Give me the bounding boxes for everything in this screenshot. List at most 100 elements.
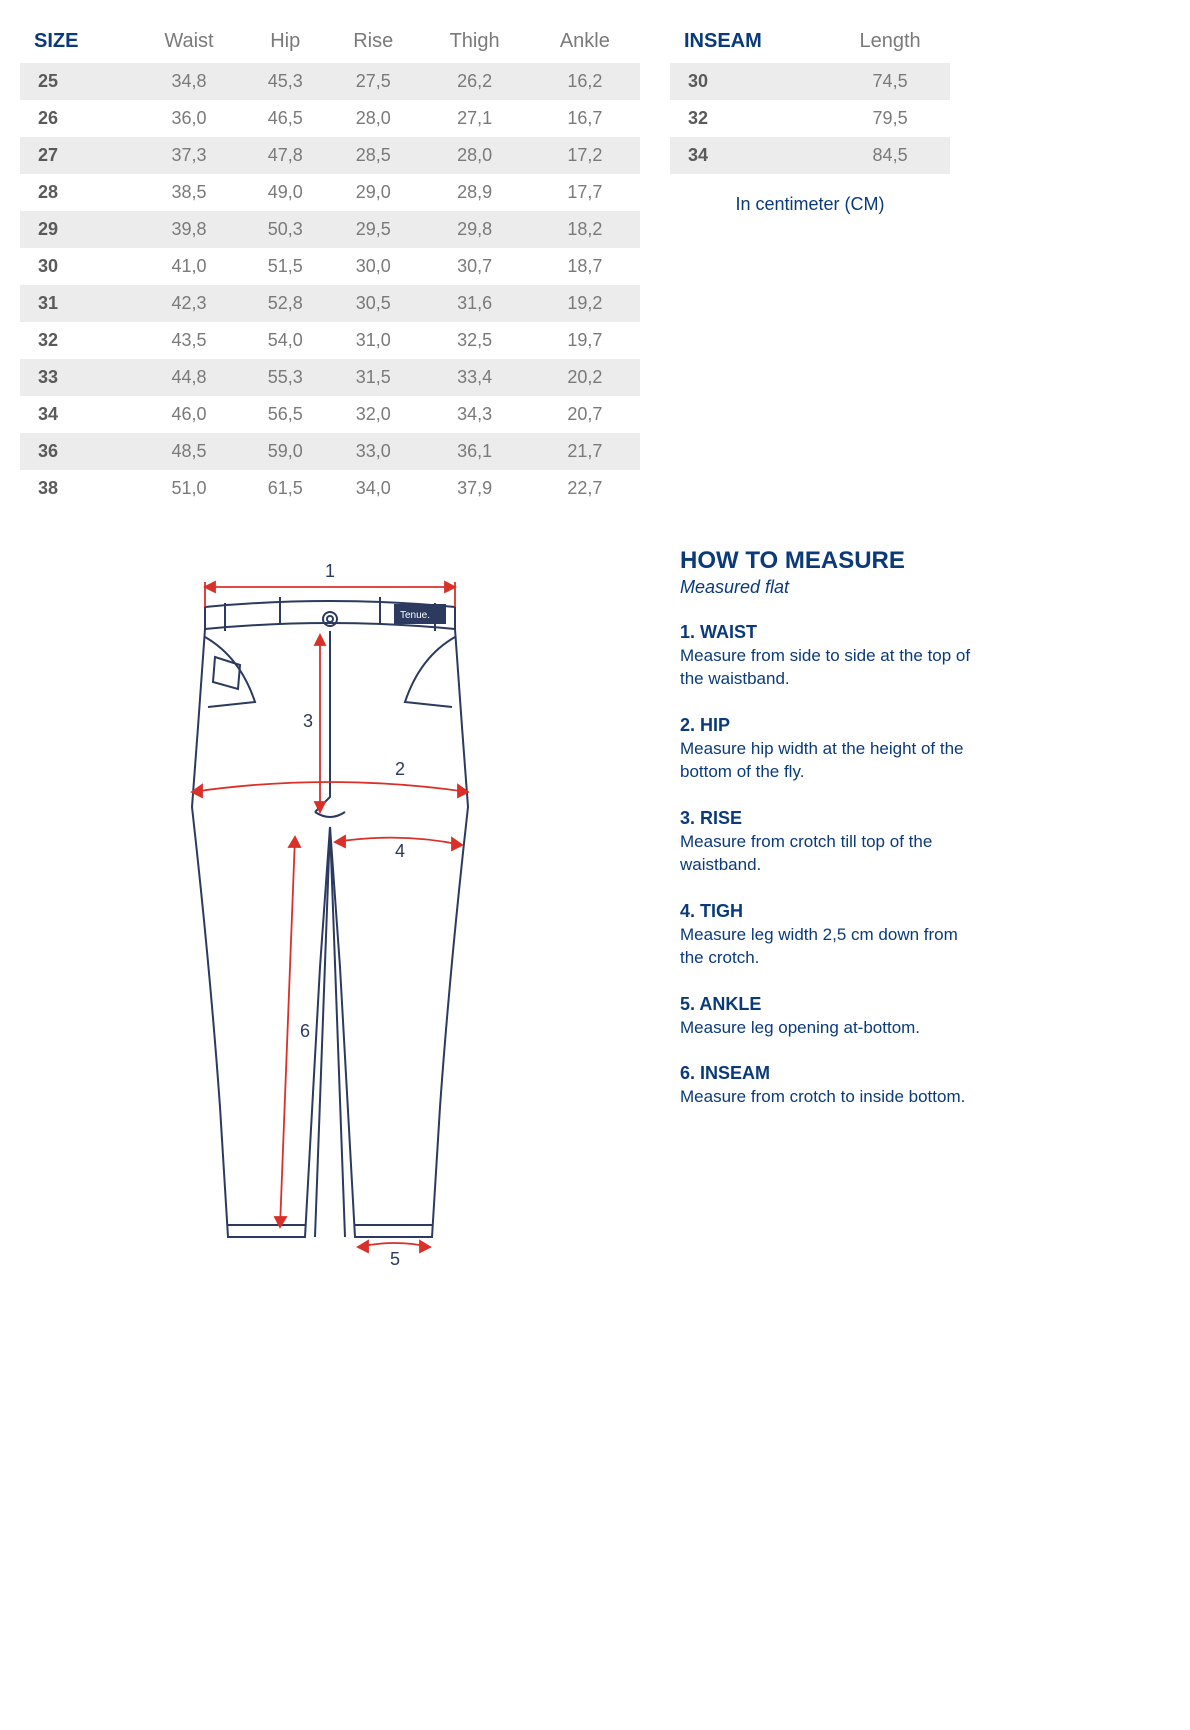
- measure-desc: Measure leg opening at-bottom.: [680, 1017, 980, 1040]
- measure-item: 2. HIPMeasure hip width at the height of…: [680, 715, 980, 784]
- table-cell: 32: [20, 322, 135, 359]
- header-rise: Rise: [327, 20, 419, 63]
- table-cell: 36,0: [135, 100, 244, 137]
- table-cell: 46,5: [243, 100, 327, 137]
- table-row: 3243,554,031,032,519,7: [20, 322, 640, 359]
- table-cell: 16,2: [530, 63, 640, 100]
- diagram-num-6: 6: [300, 1021, 310, 1041]
- table-cell: 45,3: [243, 63, 327, 100]
- table-cell: 33,4: [419, 359, 529, 396]
- measure-item: 4. TIGHMeasure leg width 2,5 cm down fro…: [680, 901, 980, 970]
- howto-title: HOW TO MEASURE: [680, 547, 980, 575]
- table-cell: 20,2: [530, 359, 640, 396]
- table-row: 2939,850,329,529,818,2: [20, 211, 640, 248]
- diagram-num-5: 5: [390, 1249, 400, 1267]
- table-cell: 29,8: [419, 211, 529, 248]
- inseam-header-row: INSEAM Length: [670, 20, 950, 63]
- table-cell: 79,5: [830, 100, 950, 137]
- table-cell: 61,5: [243, 470, 327, 507]
- table-cell: 29: [20, 211, 135, 248]
- header-inseam: INSEAM: [670, 20, 830, 63]
- table-cell: 38: [20, 470, 135, 507]
- table-cell: 50,3: [243, 211, 327, 248]
- diagram-num-1: 1: [325, 561, 335, 581]
- table-cell: 27,5: [327, 63, 419, 100]
- table-cell: 32,5: [419, 322, 529, 359]
- measure-desc: Measure from crotch to inside bottom.: [680, 1086, 980, 1109]
- table-cell: 59,0: [243, 433, 327, 470]
- table-cell: 29,0: [327, 174, 419, 211]
- table-cell: 37,3: [135, 137, 244, 174]
- top-section: SIZE Waist Hip Rise Thigh Ankle 2534,845…: [20, 20, 1170, 507]
- measure-label: 1. WAIST: [680, 622, 980, 643]
- table-row: 3648,559,033,036,121,7: [20, 433, 640, 470]
- table-cell: 74,5: [830, 63, 950, 100]
- table-row: 3041,051,530,030,718,7: [20, 248, 640, 285]
- table-cell: 55,3: [243, 359, 327, 396]
- table-row: 3279,5: [670, 100, 950, 137]
- measure-item: 1. WAISTMeasure from side to side at the…: [680, 622, 980, 691]
- table-cell: 28,9: [419, 174, 529, 211]
- howto-subtitle: Measured flat: [680, 577, 980, 598]
- table-row: 3446,056,532,034,320,7: [20, 396, 640, 433]
- table-cell: 30: [670, 63, 830, 100]
- table-row: 3142,352,830,531,619,2: [20, 285, 640, 322]
- table-row: 3851,061,534,037,922,7: [20, 470, 640, 507]
- header-size: SIZE: [20, 20, 135, 63]
- diagram-area: Tenue.: [20, 547, 640, 1267]
- table-cell: 54,0: [243, 322, 327, 359]
- table-cell: 34,0: [327, 470, 419, 507]
- table-cell: 36,1: [419, 433, 529, 470]
- table-cell: 39,8: [135, 211, 244, 248]
- table-cell: 38,5: [135, 174, 244, 211]
- table-row: 2636,046,528,027,116,7: [20, 100, 640, 137]
- brand-label: Tenue.: [400, 610, 430, 621]
- table-cell: 36: [20, 433, 135, 470]
- table-cell: 31,5: [327, 359, 419, 396]
- table-cell: 29,5: [327, 211, 419, 248]
- table-cell: 43,5: [135, 322, 244, 359]
- table-cell: 52,8: [243, 285, 327, 322]
- table-cell: 18,7: [530, 248, 640, 285]
- pants-diagram: Tenue.: [120, 547, 540, 1267]
- table-cell: 31: [20, 285, 135, 322]
- measure-item: 6. INSEAMMeasure from crotch to inside b…: [680, 1063, 980, 1109]
- table-cell: 49,0: [243, 174, 327, 211]
- table-cell: 34: [20, 396, 135, 433]
- table-cell: 17,7: [530, 174, 640, 211]
- measure-desc: Measure leg width 2,5 cm down from the c…: [680, 924, 980, 970]
- table-cell: 19,2: [530, 285, 640, 322]
- table-cell: 25: [20, 63, 135, 100]
- table-row: 3484,5: [670, 137, 950, 174]
- header-waist: Waist: [135, 20, 244, 63]
- table-cell: 34,3: [419, 396, 529, 433]
- table-row: 2737,347,828,528,017,2: [20, 137, 640, 174]
- table-cell: 20,7: [530, 396, 640, 433]
- table-cell: 19,7: [530, 322, 640, 359]
- unit-note: In centimeter (CM): [670, 194, 950, 215]
- table-cell: 28,5: [327, 137, 419, 174]
- size-table-container: SIZE Waist Hip Rise Thigh Ankle 2534,845…: [20, 20, 640, 507]
- table-row: 3344,855,331,533,420,2: [20, 359, 640, 396]
- table-cell: 31,0: [327, 322, 419, 359]
- table-cell: 42,3: [135, 285, 244, 322]
- table-cell: 34: [670, 137, 830, 174]
- measure-item: 3. RISEMeasure from crotch till top of t…: [680, 808, 980, 877]
- table-cell: 26,2: [419, 63, 529, 100]
- table-cell: 22,7: [530, 470, 640, 507]
- measure-label: 3. RISE: [680, 808, 980, 829]
- table-cell: 46,0: [135, 396, 244, 433]
- header-length: Length: [830, 20, 950, 63]
- instructions: HOW TO MEASURE Measured flat 1. WAISTMea…: [680, 547, 980, 1267]
- measure-item: 5. ANKLEMeasure leg opening at-bottom.: [680, 994, 980, 1040]
- measure-desc: Measure from side to side at the top of …: [680, 645, 980, 691]
- table-cell: 47,8: [243, 137, 327, 174]
- table-row: 3074,5: [670, 63, 950, 100]
- table-cell: 21,7: [530, 433, 640, 470]
- measure-label: 6. INSEAM: [680, 1063, 980, 1084]
- table-row: 2534,845,327,526,216,2: [20, 63, 640, 100]
- table-cell: 32: [670, 100, 830, 137]
- table-cell: 37,9: [419, 470, 529, 507]
- table-cell: 32,0: [327, 396, 419, 433]
- diagram-num-3: 3: [303, 711, 313, 731]
